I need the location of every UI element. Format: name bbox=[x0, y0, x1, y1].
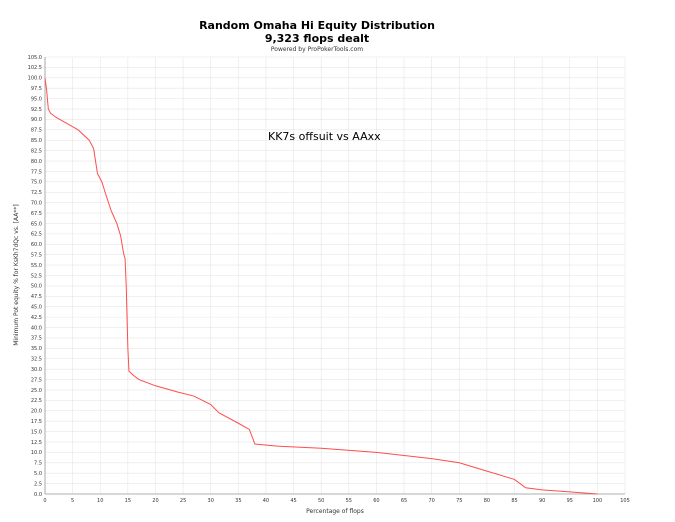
y-tick-label: 77.5 bbox=[31, 169, 42, 175]
x-tick-label: 75 bbox=[456, 498, 462, 504]
x-tick-label: 15 bbox=[125, 498, 131, 504]
y-tick-label: 30.0 bbox=[31, 367, 42, 373]
y-tick-label: 17.5 bbox=[31, 419, 42, 425]
y-tick-label: 5.0 bbox=[34, 471, 42, 477]
x-tick-label: 105 bbox=[620, 498, 630, 504]
x-tick-label: 85 bbox=[511, 498, 517, 504]
y-tick-label: 27.5 bbox=[31, 377, 42, 383]
y-tick-label: 92.5 bbox=[31, 107, 42, 113]
y-tick-label: 65.0 bbox=[31, 221, 42, 227]
chart-subtitle: 9,323 flops dealt bbox=[265, 32, 369, 45]
grid-lines bbox=[44, 56, 626, 495]
x-tick-label: 25 bbox=[180, 498, 186, 504]
y-tick-label: 37.5 bbox=[31, 336, 42, 342]
y-tick-label: 67.5 bbox=[31, 211, 42, 217]
x-tick-label: 70 bbox=[428, 498, 434, 504]
y-tick-label: 0.0 bbox=[34, 492, 42, 498]
x-tick-label: 30 bbox=[208, 498, 214, 504]
chart-title: Random Omaha Hi Equity Distribution bbox=[199, 19, 435, 32]
x-tick-label: 60 bbox=[373, 498, 379, 504]
y-tick-label: 90.0 bbox=[31, 117, 42, 123]
y-tick-label: 50.0 bbox=[31, 284, 42, 290]
x-tick-label: 40 bbox=[263, 498, 269, 504]
y-tick-label: 70.0 bbox=[31, 200, 42, 206]
y-tick-label: 32.5 bbox=[31, 357, 42, 363]
x-tick-label: 5 bbox=[71, 498, 74, 504]
y-tick-label: 55.0 bbox=[31, 263, 42, 269]
y-tick-label: 45.0 bbox=[31, 305, 42, 311]
y-tick-label: 85.0 bbox=[31, 138, 42, 144]
y-tick-label: 10.0 bbox=[31, 450, 42, 456]
x-tick-label: 90 bbox=[539, 498, 545, 504]
y-tick-label: 15.0 bbox=[31, 429, 42, 435]
y-tick-label: 57.5 bbox=[31, 252, 42, 258]
y-tick-label: 7.5 bbox=[34, 461, 42, 467]
y-tick-label: 12.5 bbox=[31, 440, 42, 446]
series-line bbox=[44, 77, 598, 495]
y-tick-label: 20.0 bbox=[31, 409, 42, 415]
y-tick-label: 62.5 bbox=[31, 232, 42, 238]
x-tick-label: 50 bbox=[318, 498, 324, 504]
y-tick-label: 87.5 bbox=[31, 128, 42, 134]
y-tick-label: 52.5 bbox=[31, 273, 42, 279]
y-tick-label: 25.0 bbox=[31, 388, 42, 394]
y-tick-labels: 0.0 2.5 5.0 7.5 10.0 12.5 15.0 17.5 20.0 22.5 25.0… bbox=[28, 55, 42, 498]
chart-credit: Powered by ProPokerTools.com bbox=[271, 46, 363, 53]
y-tick-label: 102.5 bbox=[28, 65, 42, 71]
y-tick-label: 95.0 bbox=[31, 96, 42, 102]
y-tick-label: 47.5 bbox=[31, 294, 42, 300]
x-tick-label: 10 bbox=[97, 498, 103, 504]
x-tick-label: 95 bbox=[567, 498, 573, 504]
x-tick-label: 45 bbox=[290, 498, 296, 504]
y-tick-label: 82.5 bbox=[31, 148, 42, 154]
y-tick-label: 42.5 bbox=[31, 315, 42, 321]
y-tick-label: 22.5 bbox=[31, 398, 42, 404]
y-tick-label: 72.5 bbox=[31, 190, 42, 196]
chart-annotation: KK7s offsuit vs AAxx bbox=[268, 130, 381, 143]
x-tick-label: 0 bbox=[43, 498, 46, 504]
y-axis-label: Minimum Pot equity % for KsKh7dQc vs. [A… bbox=[13, 204, 20, 346]
y-tick-label: 97.5 bbox=[31, 86, 42, 92]
x-tick-label: 65 bbox=[401, 498, 407, 504]
x-tick-label: 35 bbox=[235, 498, 241, 504]
series-layer bbox=[44, 77, 598, 495]
y-tick-label: 105.0 bbox=[28, 55, 42, 61]
y-tick-label: 80.0 bbox=[31, 159, 42, 165]
y-tick-label: 40.0 bbox=[31, 325, 42, 331]
x-tick-label: 80 bbox=[484, 498, 490, 504]
x-tick-labels: 0 5 10 15 20 25 30 35 40 45 50 55 60 65 70 75 80 85 90 95 10… bbox=[43, 498, 629, 504]
y-tick-label: 60.0 bbox=[31, 242, 42, 248]
y-tick-label: 2.5 bbox=[34, 481, 42, 487]
x-tick-label: 100 bbox=[593, 498, 603, 504]
x-axis-label: Percentage of flops bbox=[306, 508, 364, 515]
y-tick-label: 100.0 bbox=[28, 76, 42, 82]
x-tick-label: 55 bbox=[346, 498, 352, 504]
y-tick-label: 75.0 bbox=[31, 180, 42, 186]
x-tick-label: 20 bbox=[152, 498, 158, 504]
y-tick-label: 35.0 bbox=[31, 346, 42, 352]
